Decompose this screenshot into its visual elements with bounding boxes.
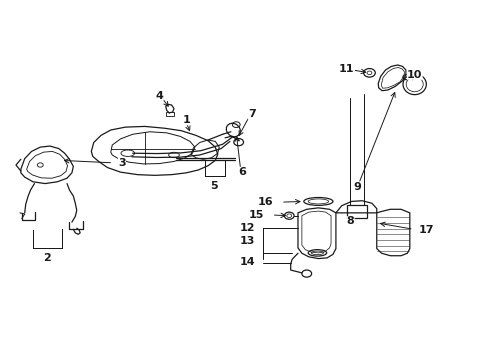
Text: 10: 10 [406,69,422,80]
Text: 2: 2 [43,253,51,263]
Text: 14: 14 [239,257,255,267]
Text: 1: 1 [182,115,190,125]
Text: 15: 15 [248,210,264,220]
Text: 4: 4 [155,91,163,101]
Text: 6: 6 [238,167,245,177]
Text: 16: 16 [258,197,273,207]
Text: 7: 7 [247,109,255,119]
Text: 3: 3 [118,158,125,168]
Text: 9: 9 [353,182,361,192]
Text: 8: 8 [346,216,354,226]
Text: 12: 12 [239,223,255,233]
Text: 11: 11 [338,64,354,73]
Text: 13: 13 [239,237,255,247]
Text: 17: 17 [418,225,433,235]
Text: 5: 5 [210,181,218,191]
